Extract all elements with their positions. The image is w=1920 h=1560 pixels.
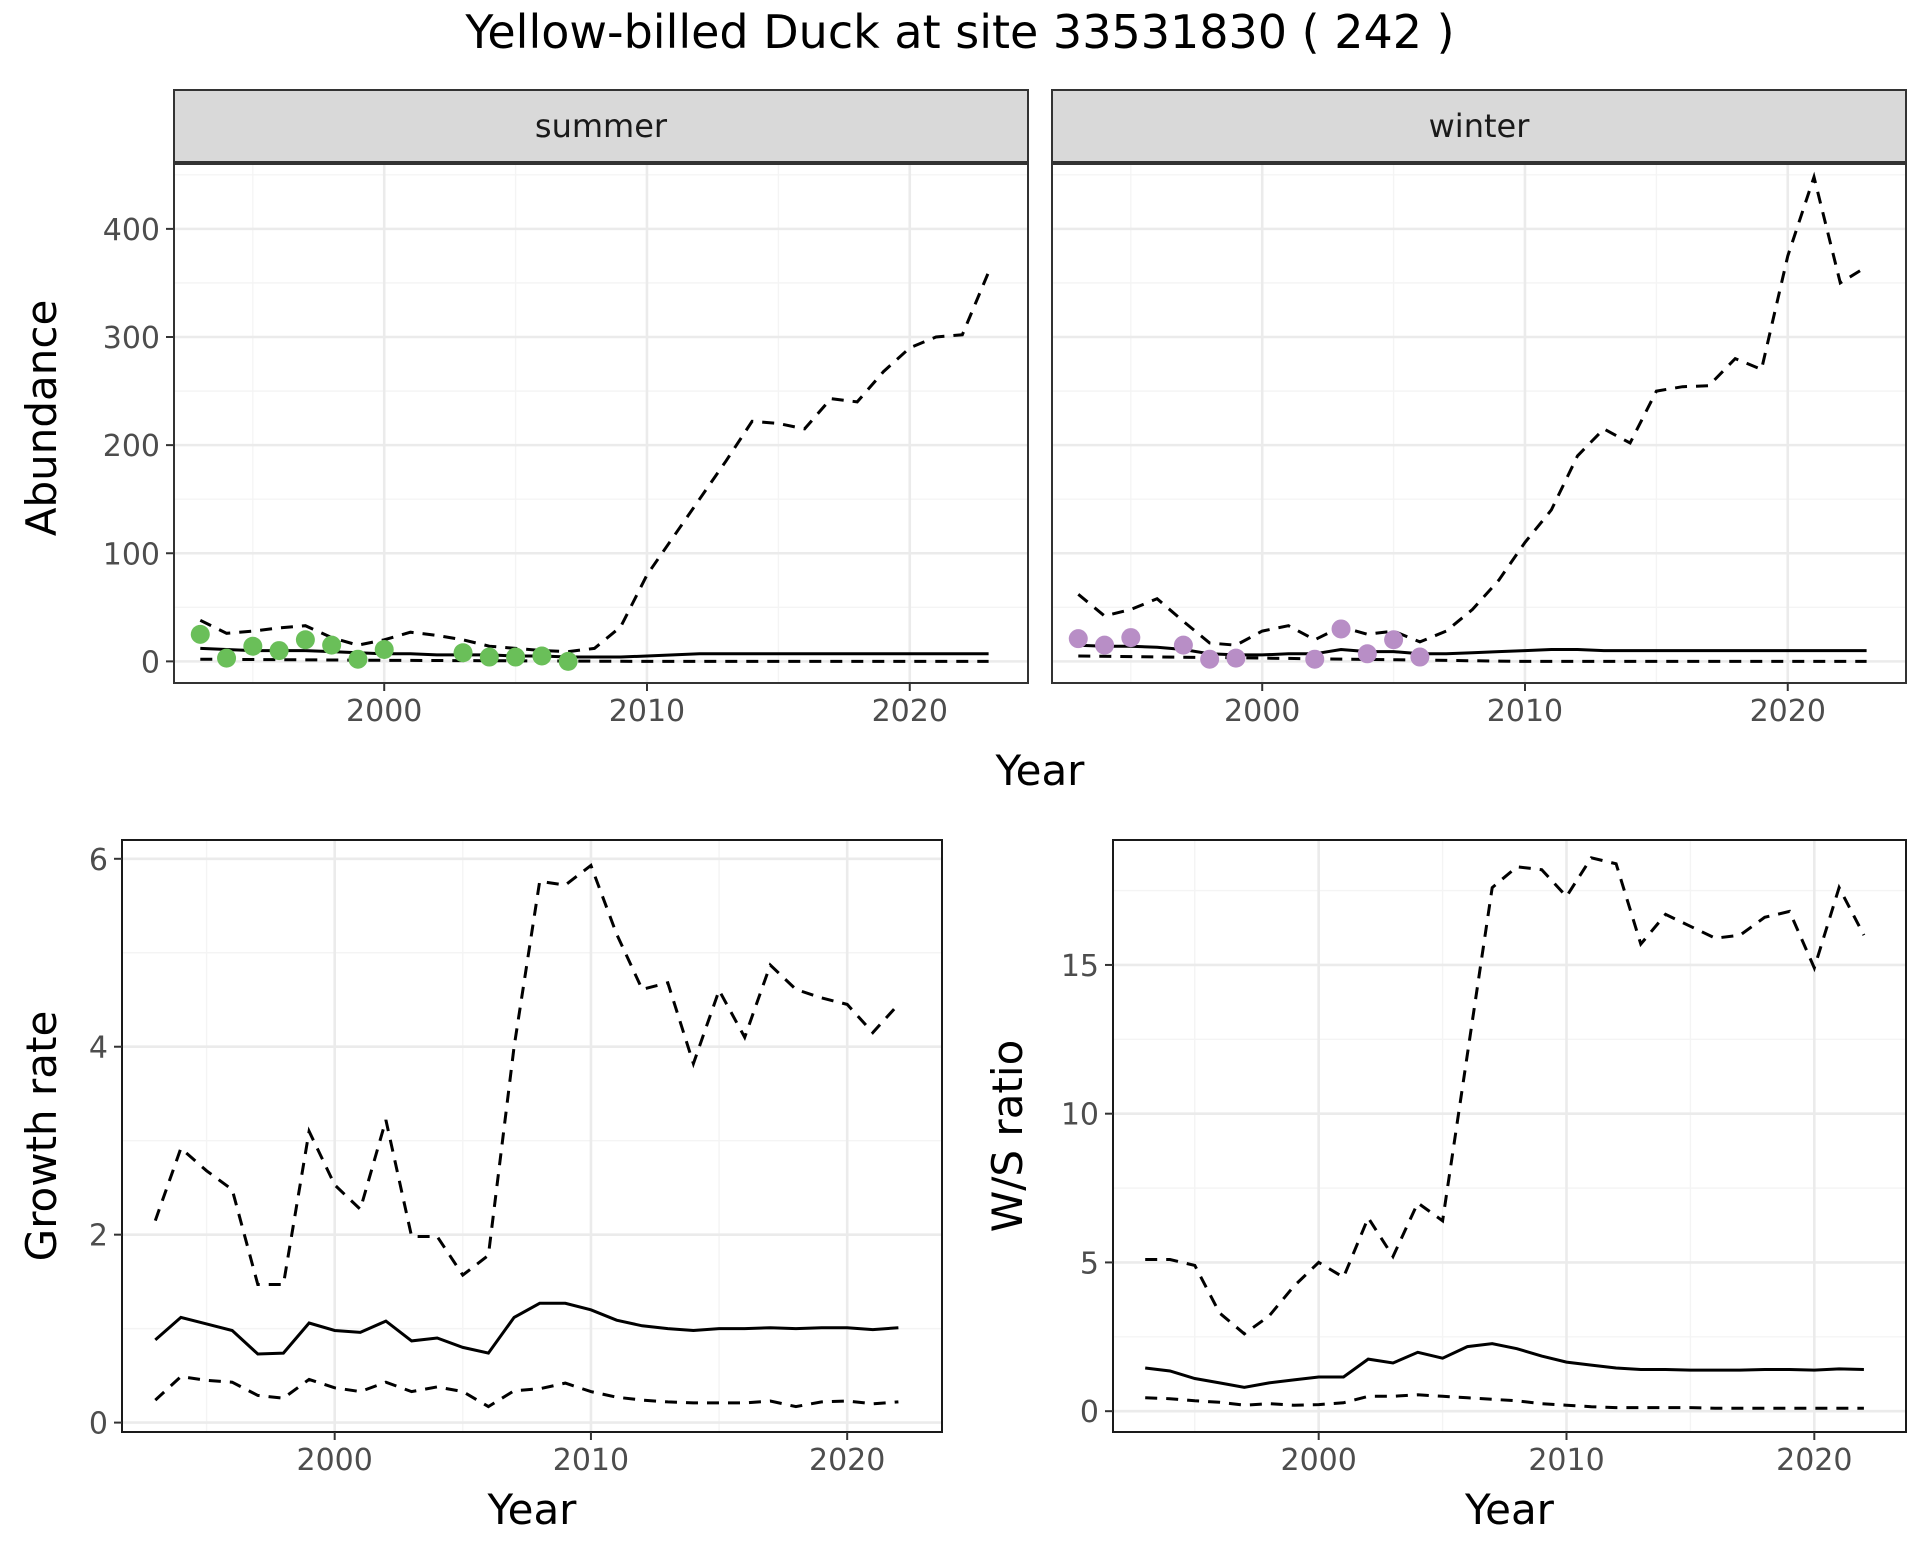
- y-tick-label: 200: [103, 429, 160, 464]
- facet-label: winter: [1429, 107, 1531, 145]
- y-tick-label: 0: [141, 645, 160, 680]
- data-point: [1226, 648, 1246, 668]
- chart-title: Yellow-billed Duck at site 33531830 ( 24…: [464, 5, 1454, 59]
- data-point: [374, 639, 394, 659]
- y-tick-label: 0: [1080, 1395, 1099, 1430]
- data-point: [479, 647, 499, 667]
- series-line-estimate: [154, 1301, 899, 1356]
- series-line-estimate: [1145, 1342, 1864, 1389]
- x-tick-label: 2000: [297, 1443, 373, 1478]
- x-tick-label: 2000: [346, 694, 422, 729]
- facet-strip: [173, 89, 1029, 163]
- x-tick-label: 2020: [872, 694, 948, 729]
- panel-winter: winter 2000 2010 2020: [1051, 89, 1907, 729]
- x-tick-label: 2010: [609, 694, 685, 729]
- x-tick-label: 2000: [1224, 694, 1300, 729]
- y-tick-label: 2: [89, 1219, 108, 1254]
- data-point: [1384, 630, 1404, 650]
- series-line-lower-bound: [1078, 654, 1867, 663]
- y-tick-label: 6: [89, 843, 108, 878]
- data-point: [1331, 619, 1351, 639]
- data-point: [217, 648, 237, 668]
- series-line-lower-bound: [154, 1375, 899, 1409]
- panel-growth-rate: 2000 2010 2020 0 2 4 6 Year Growth rate: [17, 839, 943, 1534]
- data-point: [532, 646, 552, 666]
- data-point: [1357, 644, 1377, 664]
- y-tick-label: 400: [103, 213, 160, 248]
- facet-strip: [1051, 89, 1907, 163]
- data-point: [506, 647, 526, 667]
- x-tick-label: 2020: [1776, 1443, 1852, 1478]
- data-point: [1068, 629, 1088, 649]
- y-tick-label: 5: [1080, 1246, 1099, 1281]
- panel-border: [121, 839, 943, 1433]
- data-point: [1121, 628, 1141, 648]
- top-x-axis-title: Year: [995, 746, 1086, 795]
- x-tick-label: 2010: [1487, 694, 1563, 729]
- series-line-lower-bound: [1145, 1393, 1864, 1410]
- y-tick-label: 300: [103, 321, 160, 356]
- x-tick-label: 2020: [809, 1443, 885, 1478]
- x-axis-title: Year: [487, 1485, 578, 1534]
- x-tick-label: 2000: [1281, 1443, 1357, 1478]
- data-point: [243, 636, 263, 656]
- y-tick-label: 10: [1061, 1098, 1099, 1133]
- series-line-estimate: [1078, 643, 1867, 657]
- panel-border: [1112, 839, 1907, 1433]
- data-point: [348, 649, 368, 669]
- x-tick-label: 2010: [553, 1443, 629, 1478]
- y-tick-label: 100: [103, 537, 160, 572]
- panel-border: [1051, 163, 1907, 684]
- panel-border: [173, 163, 1029, 684]
- data-point: [558, 651, 578, 671]
- data-point: [1095, 635, 1115, 655]
- series-line-upper-bound: [153, 862, 900, 1286]
- data-point: [295, 630, 315, 650]
- x-tick-label: 2020: [1750, 694, 1826, 729]
- data-point: [190, 624, 210, 644]
- data-point: [453, 643, 473, 663]
- data-point: [1305, 649, 1325, 669]
- data-point: [269, 641, 289, 661]
- y-tick-label: 4: [89, 1031, 108, 1066]
- data-point: [1173, 635, 1193, 655]
- data-point: [1200, 649, 1220, 669]
- x-axis-title: Year: [1464, 1485, 1555, 1534]
- series-line-upper-bound: [1145, 856, 1866, 1336]
- y-axis-title: W/S ratio: [983, 1040, 1032, 1233]
- top-y-axis-title: Abundance: [17, 300, 66, 537]
- panel-ws-ratio: 2000 2010 2020 0 5 10 15 Year W/S ratio: [983, 839, 1907, 1534]
- y-tick-label: 15: [1061, 949, 1099, 984]
- series-line-upper-bound: [199, 271, 990, 654]
- panel-summer: summer 2000 2010 2020 0 100 200 300 400: [103, 89, 1029, 729]
- data-point: [322, 635, 342, 655]
- y-tick-label: 0: [89, 1407, 108, 1442]
- series-line-upper-bound: [1077, 171, 1868, 647]
- data-point: [1410, 647, 1430, 667]
- y-axis-title: Growth rate: [17, 1011, 66, 1262]
- x-tick-label: 2010: [1528, 1443, 1604, 1478]
- facet-label: summer: [535, 107, 668, 145]
